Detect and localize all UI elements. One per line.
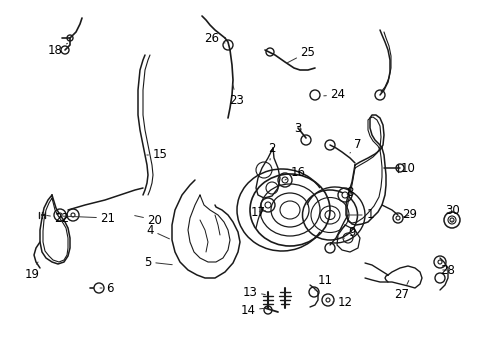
Text: 16: 16 [285,166,305,180]
Text: 3: 3 [294,122,301,135]
Text: 29: 29 [402,208,417,221]
Text: 25: 25 [287,45,315,63]
Text: 20: 20 [134,213,162,226]
Text: 24: 24 [323,89,345,102]
Text: 27: 27 [394,280,408,302]
Circle shape [325,298,329,302]
Text: 30: 30 [445,203,459,222]
Text: 19: 19 [24,262,40,282]
Text: 6: 6 [100,282,114,294]
Text: 10: 10 [396,162,415,175]
Text: 8: 8 [346,185,353,198]
Text: 22: 22 [47,211,69,225]
Text: 15: 15 [146,148,167,162]
Text: 5: 5 [144,256,172,269]
Text: 12: 12 [332,296,352,309]
Circle shape [437,260,441,264]
Circle shape [94,283,104,293]
Circle shape [71,213,75,217]
Text: 21: 21 [62,211,115,225]
Text: 7: 7 [349,139,361,153]
Text: 23: 23 [229,85,244,107]
Text: 9: 9 [344,225,355,238]
Text: 13: 13 [242,285,264,298]
Circle shape [282,177,287,183]
Text: 17: 17 [250,206,265,219]
Text: 14: 14 [240,303,264,316]
Circle shape [264,202,270,208]
Text: 28: 28 [440,264,454,276]
Text: 2: 2 [268,141,275,160]
Text: 1: 1 [347,208,373,221]
Circle shape [395,216,399,220]
Circle shape [449,218,453,222]
Text: 4: 4 [146,224,169,239]
Text: 26: 26 [204,31,224,45]
Circle shape [58,213,62,217]
Circle shape [341,192,347,198]
Text: 11: 11 [314,274,332,290]
Text: 18: 18 [47,43,67,57]
